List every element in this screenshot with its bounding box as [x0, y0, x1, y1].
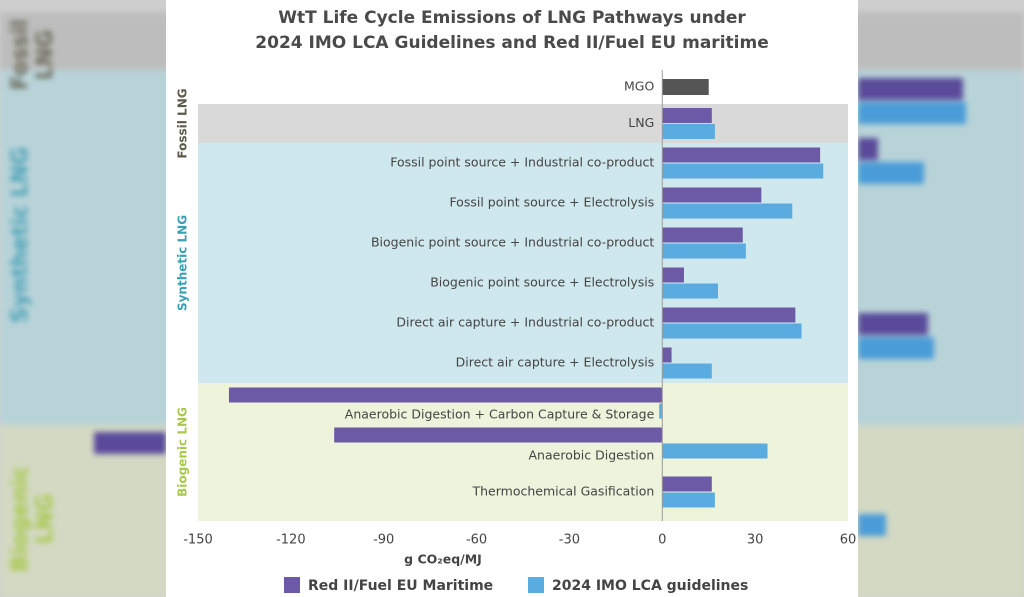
x-tick-label-4: -30 — [559, 533, 580, 548]
x-tick-label-5: 0 — [658, 533, 666, 548]
category-label-9: Anaerobic Digestion — [529, 448, 655, 463]
legend-swatch-1 — [528, 577, 544, 593]
bar-s0-8 — [228, 387, 663, 403]
bar-s1-6 — [662, 323, 802, 339]
bar-mgo — [662, 79, 709, 95]
x-tick-label-1: -120 — [276, 533, 306, 548]
bar-s1-4 — [662, 243, 746, 259]
x-tick-label-2: -90 — [373, 533, 394, 548]
category-label-0: MGO — [624, 79, 654, 94]
category-label-10: Thermochemical Gasification — [471, 484, 654, 499]
bar-s0-4 — [662, 227, 743, 243]
category-label-4: Biogenic point source + Industrial co-pr… — [371, 235, 654, 250]
bar-s1-7 — [662, 363, 712, 379]
bar-s0-7 — [662, 347, 672, 363]
chart-card: WtT Life Cycle Emissions of LNG Pathways… — [166, 0, 858, 597]
category-label-3: Fossil point source + Electrolysis — [449, 195, 654, 210]
chart-title-line-2: 2024 IMO LCA Guidelines and Red II/Fuel … — [255, 33, 769, 53]
group-band-0 — [198, 104, 848, 143]
bar-s1-9 — [662, 443, 768, 459]
x-tick-label-0: -150 — [183, 533, 213, 548]
bar-s1-8 — [659, 403, 663, 419]
category-label-6: Direct air capture + Industrial co-produ… — [396, 315, 654, 330]
backdrop-label-synthetic: Synthetic LNG — [8, 146, 33, 324]
bar-s1-10 — [662, 492, 715, 508]
bar-s1-3 — [662, 203, 793, 219]
x-axis-title: g CO₂eq/MJ — [404, 552, 482, 567]
bar-chart: Fossil LNG Synthetic LNG Biogenic LNG MGO LN… — [176, 70, 857, 594]
x-tick-label-6: 30 — [747, 533, 764, 548]
legend-label-0: Red II/Fuel EU Maritime — [308, 578, 493, 594]
chart-title-line-1: WtT Life Cycle Emissions of LNG Pathways… — [278, 8, 746, 28]
legend-label-1: 2024 IMO LCA guidelines — [552, 578, 748, 594]
bar-s0-2 — [662, 147, 821, 163]
bar-s0-1 — [662, 108, 712, 123]
bar-s0-9 — [334, 427, 663, 443]
category-label-2: Fossil point source + Industrial co-prod… — [390, 155, 654, 170]
group-label-2: Biogenic LNG — [176, 407, 190, 497]
category-label-1: LNG — [628, 115, 654, 130]
category-label-7: Direct air capture + Electrolysis — [456, 355, 655, 370]
group-band-1 — [198, 143, 848, 383]
category-label-8: Anaerobic Digestion + Carbon Capture & S… — [345, 407, 655, 422]
x-tick-label-7: 60 — [840, 533, 857, 548]
bar-s0-5 — [662, 267, 684, 283]
group-label-1: Synthetic LNG — [176, 215, 190, 311]
legend-swatch-0 — [284, 577, 300, 593]
bar-s0-6 — [662, 307, 796, 323]
bar-s0-3 — [662, 187, 762, 203]
category-label-5: Biogenic point source + Electrolysis — [430, 275, 654, 290]
group-label-0: Fossil LNG — [176, 88, 190, 158]
backdrop-label-fossil: Fossil LNG — [8, 19, 58, 91]
backdrop-label-biogenic: Biogenic LNG — [8, 465, 58, 572]
bar-s1-1 — [662, 124, 715, 139]
x-tick-label-3: -60 — [466, 533, 487, 548]
bar-s1-5 — [662, 283, 718, 299]
bar-s1-2 — [662, 163, 824, 179]
bar-s0-10 — [662, 476, 712, 492]
